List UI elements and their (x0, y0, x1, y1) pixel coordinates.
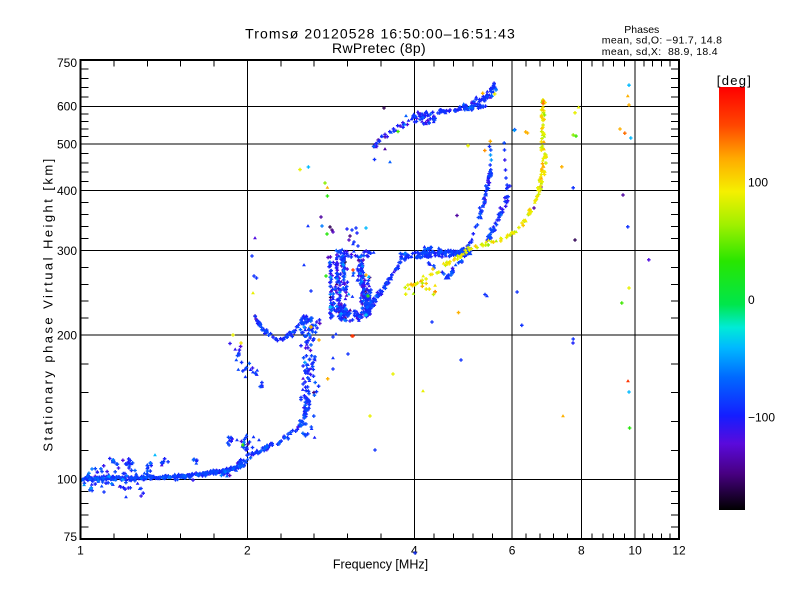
svg-text:300: 300 (57, 244, 77, 258)
svg-text:6: 6 (509, 544, 516, 558)
svg-text:500: 500 (57, 138, 77, 152)
svg-text:8: 8 (578, 544, 585, 558)
svg-text:mean, sd,O: −91.7, 14.8: mean, sd,O: −91.7, 14.8 (602, 34, 723, 46)
svg-text:RwPretec (8p): RwPretec (8p) (332, 40, 426, 56)
svg-text:Tromsø 20120528 16:50:00–16:51: Tromsø 20120528 16:50:00–16:51:43 (245, 25, 516, 41)
svg-text:Phases: Phases (624, 24, 659, 36)
svg-text:200: 200 (57, 328, 77, 342)
svg-text:100: 100 (57, 473, 77, 487)
svg-text:Frequency [MHz]: Frequency [MHz] (333, 558, 428, 572)
svg-text:4: 4 (411, 544, 418, 558)
svg-text:600: 600 (57, 100, 77, 114)
svg-text:0: 0 (748, 293, 755, 307)
svg-text:10: 10 (628, 544, 642, 558)
svg-text:12: 12 (672, 544, 686, 558)
svg-text:mean, sd,X: 88.9, 18.4: mean, sd,X: 88.9, 18.4 (602, 46, 718, 58)
svg-text:Stationary phase Virtual Heigh: Stationary phase Virtual Height [km] (41, 156, 56, 451)
svg-text:[deg]: [deg] (717, 73, 752, 88)
svg-text:75: 75 (64, 530, 78, 544)
svg-text:750: 750 (57, 56, 77, 70)
svg-text:100: 100 (748, 176, 768, 190)
svg-text:2: 2 (244, 544, 251, 558)
svg-text:1: 1 (77, 544, 84, 558)
svg-text:400: 400 (57, 184, 77, 198)
svg-text:−100: −100 (748, 411, 775, 425)
